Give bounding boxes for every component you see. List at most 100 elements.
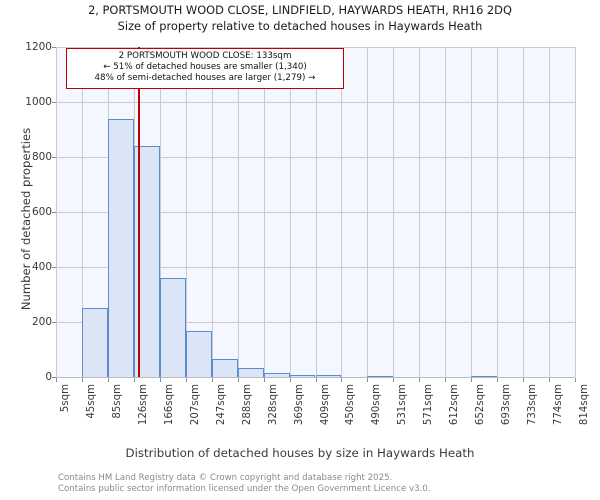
- footer-line1: Contains HM Land Registry data © Crown c…: [58, 473, 393, 483]
- x-tick-mark: [107, 378, 109, 382]
- x-tick-label: 288sqm: [241, 384, 253, 426]
- x-tick-mark: [497, 378, 499, 382]
- x-tick-label: 814sqm: [579, 384, 590, 426]
- histogram-bar: [211, 359, 238, 377]
- histogram-bar: [133, 146, 160, 377]
- x-tick-mark: [237, 378, 239, 382]
- y-axis-tick-labels: 0 200 400 600 800 1000 1200: [0, 0, 52, 500]
- x-tick-label: 126sqm: [137, 384, 149, 426]
- x-tick-mark: [523, 378, 525, 382]
- x-tick-label: 571sqm: [423, 384, 435, 426]
- y-tick-mark: [52, 377, 56, 378]
- gridline-vertical: [471, 47, 473, 377]
- histogram-bar: [185, 331, 212, 377]
- annotation-line3: 48% of semi-detached houses are larger (…: [94, 73, 316, 84]
- y-axis-label: Number of detached properties: [19, 127, 33, 311]
- x-tick-mark: [549, 378, 551, 382]
- y-tick-label: 0: [45, 371, 52, 383]
- property-size-marker-line: [138, 47, 140, 377]
- y-tick-label: 600: [31, 206, 52, 218]
- gridline-vertical: [237, 47, 239, 377]
- annotation-line2: ← 51% of detached houses are smaller (1,…: [103, 62, 307, 73]
- y-tick-label: 200: [31, 316, 52, 328]
- x-tick-mark: [211, 378, 213, 382]
- x-tick-mark: [471, 378, 473, 382]
- histogram-bar: [237, 367, 264, 377]
- x-tick-label: 247sqm: [215, 384, 227, 426]
- gridline-vertical: [393, 47, 395, 377]
- annotation-line1: 2 PORTSMOUTH WOOD CLOSE: 133sqm: [118, 51, 292, 61]
- gridline-vertical: [497, 47, 499, 377]
- x-tick-mark: [81, 378, 83, 382]
- x-tick-mark: [289, 378, 291, 382]
- gridline-vertical: [419, 47, 421, 377]
- x-tick-label: 5sqm: [60, 384, 71, 413]
- x-tick-mark: [419, 378, 421, 382]
- x-tick-label: 733sqm: [527, 384, 539, 426]
- gridline-vertical: [575, 47, 576, 377]
- plot-area: [56, 47, 576, 378]
- x-tick-label: 774sqm: [553, 384, 565, 426]
- histogram-bar: [159, 278, 186, 377]
- x-tick-mark: [185, 378, 187, 382]
- x-tick-label: 612sqm: [449, 384, 461, 426]
- footer-attribution: Contains HM Land Registry data © Crown c…: [58, 473, 430, 494]
- x-tick-mark: [445, 378, 447, 382]
- gridline-vertical: [185, 47, 187, 377]
- x-tick-mark: [315, 378, 317, 382]
- gridline-vertical: [315, 47, 317, 377]
- gridline-vertical: [263, 47, 265, 377]
- histogram-bar: [263, 372, 290, 377]
- y-tick-mark: [52, 267, 56, 268]
- gridline-vertical: [367, 47, 369, 377]
- x-tick-mark: [575, 378, 576, 382]
- x-axis-label: Distribution of detached houses by size …: [125, 446, 475, 460]
- x-tick-label: 369sqm: [293, 384, 305, 426]
- x-tick-mark: [159, 378, 161, 382]
- x-tick-label: 328sqm: [267, 384, 279, 426]
- chart-title-line2: Size of property relative to detached ho…: [117, 19, 483, 33]
- gridline-vertical: [211, 47, 213, 377]
- x-tick-mark: [56, 378, 57, 382]
- x-tick-mark: [367, 378, 369, 382]
- histogram-bar: [81, 307, 108, 377]
- x-tick-label: 85sqm: [111, 384, 123, 419]
- x-axis-line: [56, 377, 575, 378]
- y-tick-mark: [52, 322, 56, 323]
- x-tick-label: 490sqm: [371, 384, 383, 426]
- x-tick-label: 450sqm: [345, 384, 357, 426]
- footer-line2: Contains public sector information licen…: [58, 483, 431, 494]
- y-tick-mark: [52, 212, 56, 213]
- gridline-vertical: [549, 47, 551, 377]
- gridline-vertical: [341, 47, 343, 377]
- x-tick-mark: [133, 378, 135, 382]
- y-tick-mark: [52, 102, 56, 103]
- histogram-bar: [107, 118, 134, 377]
- y-tick-label: 400: [31, 261, 52, 273]
- histogram-bar: [471, 375, 498, 377]
- gridline-vertical: [523, 47, 525, 377]
- histogram-bars: [56, 47, 575, 377]
- histogram-bar: [315, 375, 342, 377]
- histogram-bar: [367, 375, 394, 377]
- x-tick-label: 45sqm: [85, 384, 97, 419]
- chart-title-line1: 2, PORTSMOUTH WOOD CLOSE, LINDFIELD, HAY…: [88, 3, 512, 17]
- x-tick-mark: [263, 378, 265, 382]
- x-tick-label: 652sqm: [475, 384, 487, 426]
- x-tick-label: 166sqm: [163, 384, 175, 426]
- y-tick-mark: [52, 157, 56, 158]
- y-tick-label: 1000: [25, 96, 52, 108]
- gridline-vertical: [81, 47, 83, 377]
- y-tick-label: 800: [31, 151, 52, 163]
- y-tick-mark: [52, 47, 56, 48]
- x-tick-label: 531sqm: [397, 384, 409, 426]
- gridline-vertical: [159, 47, 161, 377]
- x-tick-mark: [341, 378, 343, 382]
- x-tick-mark: [393, 378, 395, 382]
- y-tick-label: 1200: [25, 41, 52, 53]
- x-tick-label: 693sqm: [501, 384, 513, 426]
- annotation-box: 2 PORTSMOUTH WOOD CLOSE: 133sqm ← 51% of…: [66, 48, 344, 89]
- x-tick-label: 409sqm: [319, 384, 331, 426]
- gridline-vertical: [56, 47, 57, 377]
